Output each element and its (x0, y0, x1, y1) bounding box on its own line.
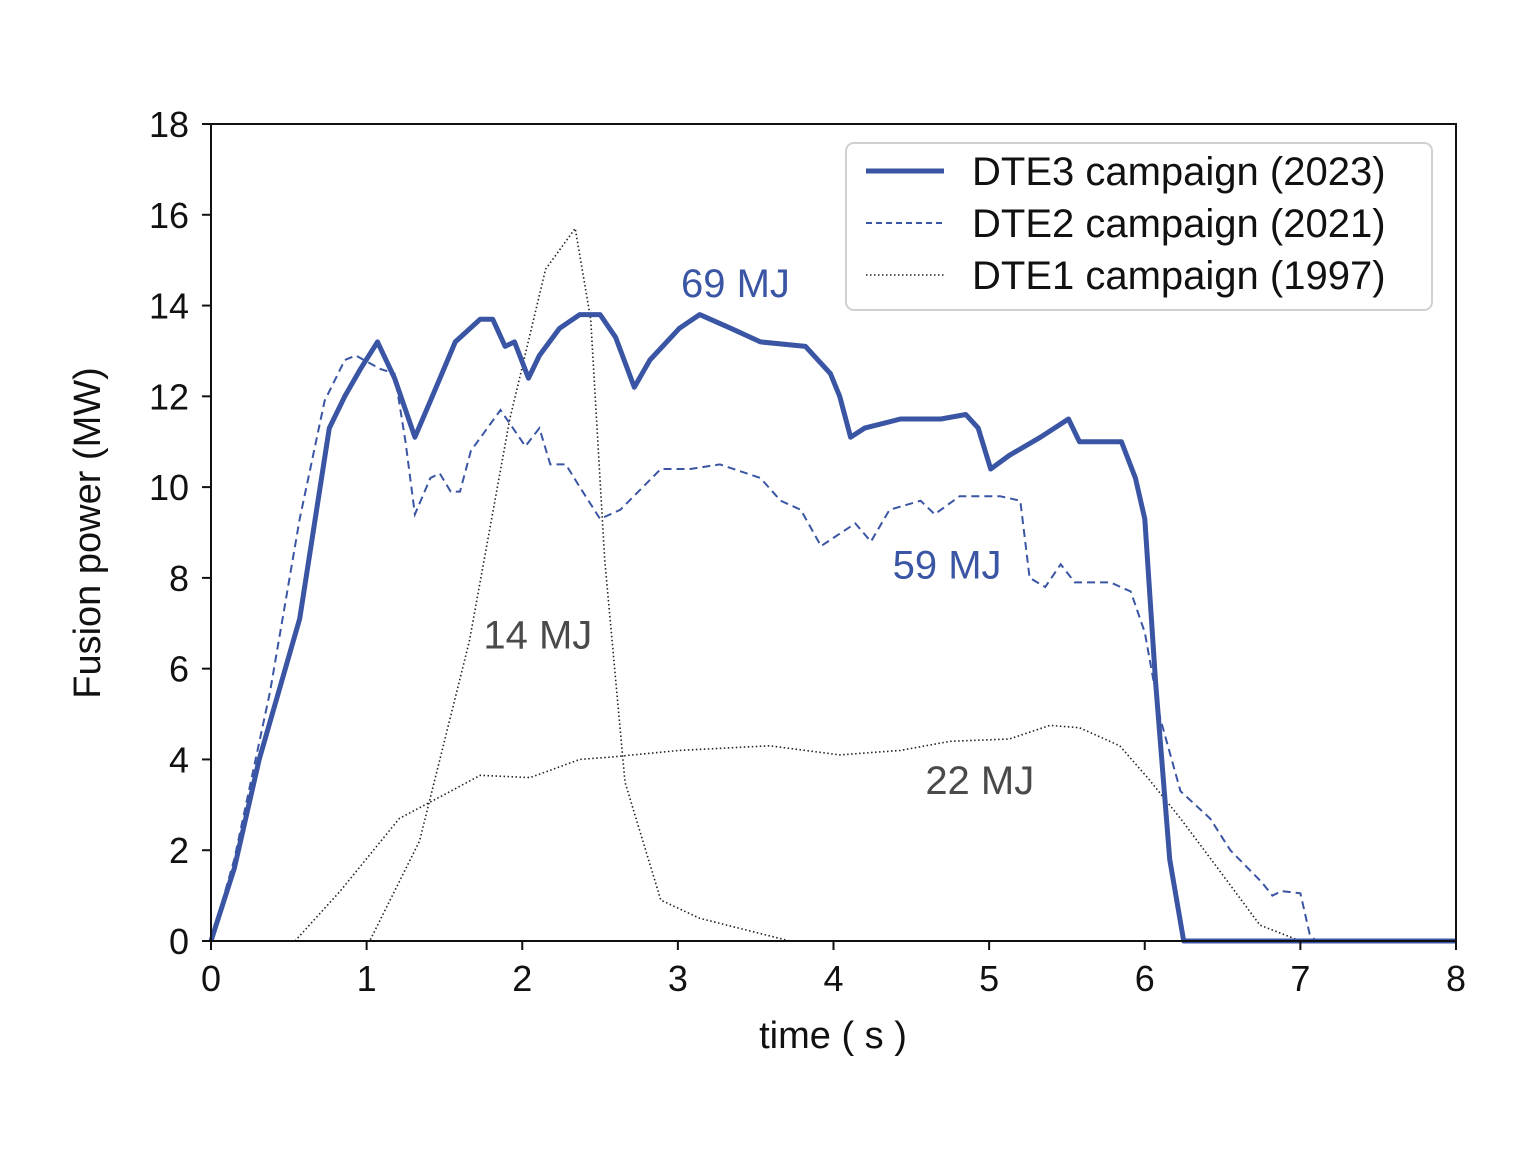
legend-label-dte1: DTE1 campaign (1997) (972, 254, 1386, 298)
y-tick-label: 0 (169, 921, 189, 962)
x-tick-label: 6 (1135, 958, 1155, 999)
x-tick-label: 2 (512, 958, 532, 999)
y-tick-label: 16 (149, 195, 189, 236)
legend-label-dte3: DTE3 campaign (2023) (972, 150, 1386, 194)
y-tick-label: 14 (149, 286, 189, 327)
legend: DTE3 campaign (2023) DTE2 campaign (2021… (845, 142, 1433, 311)
energy-annotation: 69 MJ (681, 262, 790, 306)
y-tick-label: 10 (149, 467, 189, 508)
x-tick-label: 0 (201, 958, 221, 999)
x-tick-label: 3 (668, 958, 688, 999)
series-line-solid-0 (208, 312, 1456, 944)
energy-annotation: 59 MJ (893, 543, 1002, 587)
energy-annotation: 14 MJ (483, 614, 592, 658)
series-line-dashed-0 (210, 354, 1456, 942)
x-tick-label: 1 (357, 958, 377, 999)
y-tick-label: 6 (169, 649, 189, 690)
y-tick-label: 4 (169, 739, 189, 780)
y-tick-label: 18 (149, 104, 189, 145)
x-tick-label: 8 (1446, 958, 1466, 999)
annotations-layer: 69 MJ 59 MJ 14 MJ 22 MJ (483, 262, 1034, 803)
energy-annotation: 22 MJ (925, 759, 1034, 803)
y-tick-label: 2 (169, 830, 189, 871)
x-tick-label: 4 (823, 958, 843, 999)
y-axis-title: Fusion power (MW) (67, 367, 109, 699)
x-axis-title: time ( s ) (759, 1015, 907, 1057)
x-tick-label: 7 (1290, 958, 1310, 999)
x-tick-label: 5 (979, 958, 999, 999)
y-tick-label: 12 (149, 376, 189, 417)
legend-box (845, 142, 1433, 311)
y-tick-label: 8 (169, 558, 189, 599)
series-layer (208, 226, 1456, 944)
legend-label-dte2: DTE2 campaign (2021) (972, 202, 1386, 246)
